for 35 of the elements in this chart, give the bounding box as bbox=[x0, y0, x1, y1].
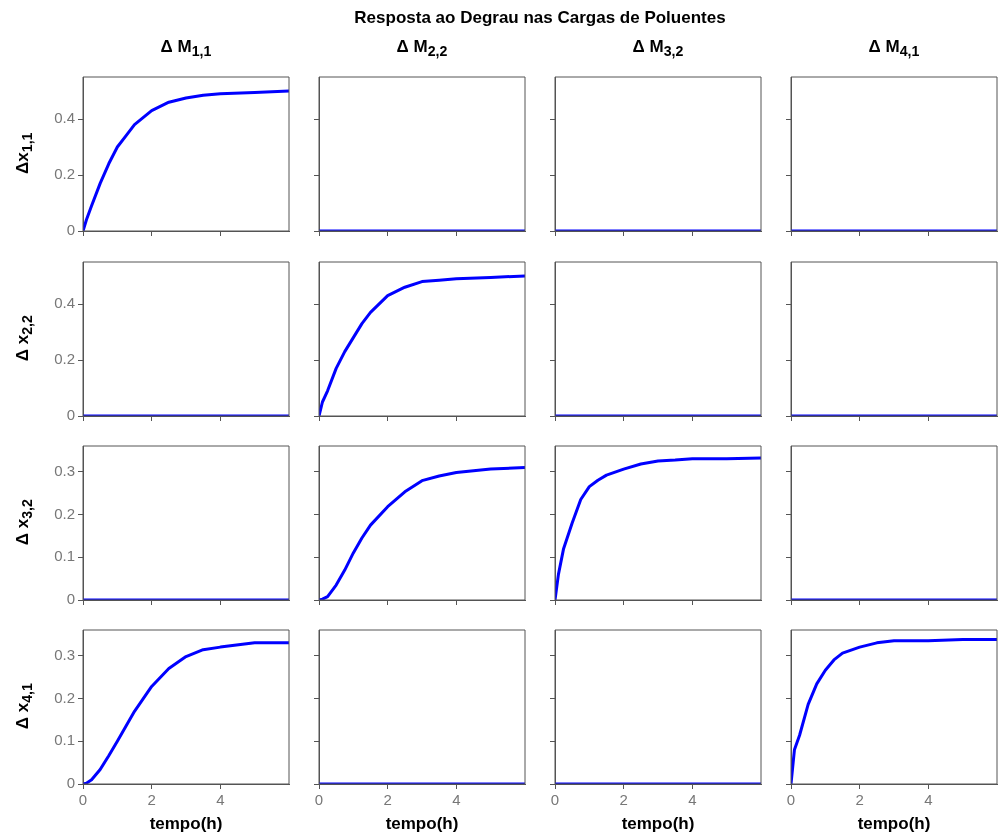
x-tick-label: 4 bbox=[216, 791, 225, 809]
x-tick-label: 2 bbox=[619, 791, 628, 809]
y-tick-label: 0.2 bbox=[54, 688, 75, 706]
y-tick-label: 0.1 bbox=[54, 731, 75, 749]
x-tick-label: 2 bbox=[855, 791, 864, 809]
y-tick-label: 0.2 bbox=[54, 165, 75, 183]
chart-title: Δ M$_{2,2}$ bbox=[395, 37, 449, 60]
x-axis-title: tempo(h) bbox=[856, 814, 932, 834]
y-tick-label: 0.3 bbox=[54, 645, 75, 663]
chart-title: Δ M$_{1,1}$ bbox=[159, 37, 213, 60]
chart-title: Δ M$_{3,2}$ bbox=[631, 37, 685, 60]
x-tick-label: 4 bbox=[452, 791, 461, 809]
x-tick-label: 0 bbox=[78, 791, 88, 809]
x-tick-label: 0 bbox=[550, 791, 560, 809]
y-tick-label: 0.4 bbox=[54, 109, 75, 127]
y-tick-label: 0.4 bbox=[54, 294, 75, 312]
y-tick-label: 0.1 bbox=[54, 547, 75, 565]
y-tick-label: 0 bbox=[66, 590, 75, 608]
chart-title: Δ M$_{4,1}$ bbox=[867, 37, 921, 60]
y-tick-label: 0.3 bbox=[54, 461, 75, 479]
x-tick-label: 4 bbox=[924, 791, 933, 809]
x-tick-label: 4 bbox=[688, 791, 697, 809]
x-axis-title: tempo(h) bbox=[148, 814, 224, 834]
y-tick-label: 0 bbox=[66, 774, 75, 792]
y-tick-label: 0.2 bbox=[54, 504, 75, 522]
y-tick-label: 0 bbox=[66, 221, 75, 239]
y-tick-label: 0 bbox=[66, 406, 75, 424]
x-axis-title: tempo(h) bbox=[384, 814, 460, 834]
x-tick-label: 0 bbox=[786, 791, 796, 809]
y-tick-label: 0.2 bbox=[54, 350, 75, 368]
x-tick-label: 0 bbox=[314, 791, 324, 809]
x-tick-label: 2 bbox=[147, 791, 156, 809]
x-axis-title: tempo(h) bbox=[620, 814, 696, 834]
text: Resposta ao Degrau nas Cargas de Poluentes bbox=[353, 8, 727, 28]
x-tick-label: 2 bbox=[383, 791, 392, 809]
